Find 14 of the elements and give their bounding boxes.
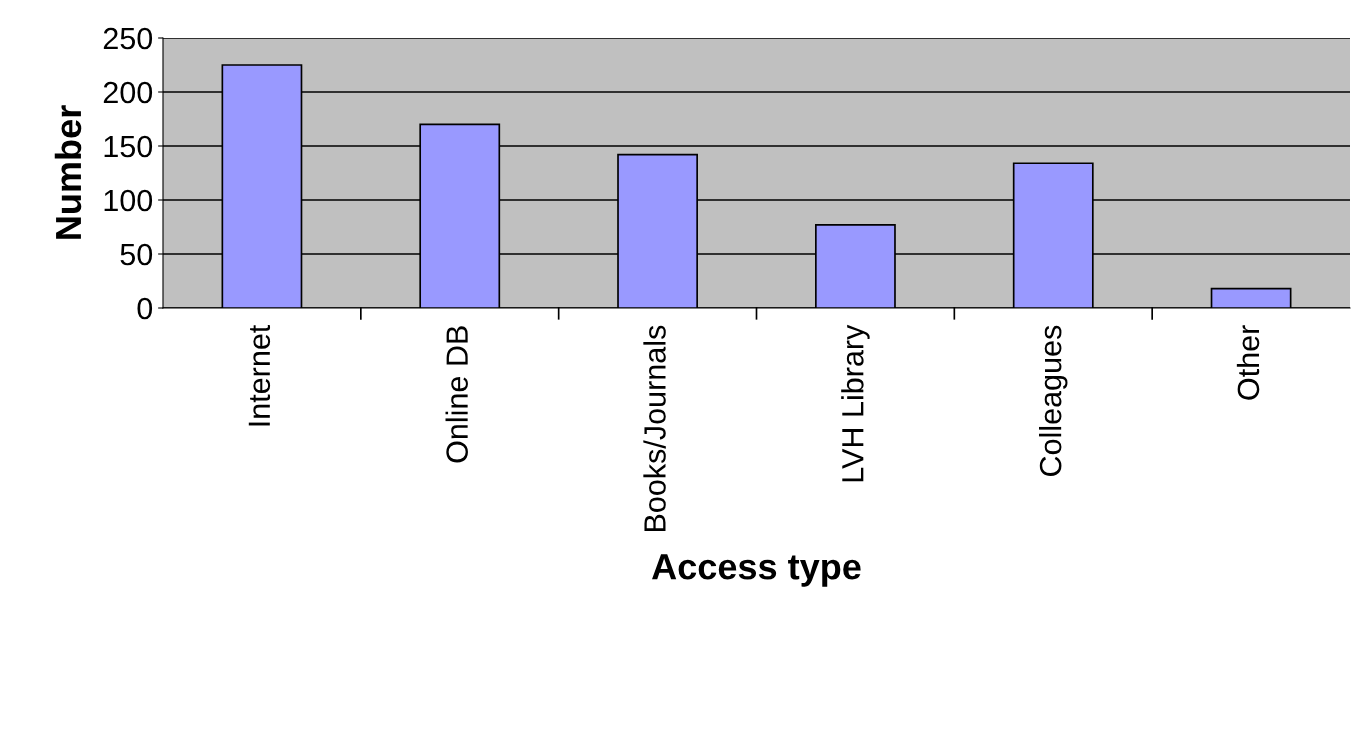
y-tick-label: 250: [103, 27, 153, 50]
y-tick-label: 100: [104, 189, 153, 212]
y-tick-label: 0: [137, 297, 153, 320]
x-axis-title: Access type: [652, 554, 861, 587]
x-tick-label: Colleagues: [1039, 325, 1068, 476]
x-tick-label: Internet: [248, 324, 271, 426]
x-tick-label: LVH Library: [841, 324, 870, 482]
y-axis-title: Number: [54, 105, 82, 239]
x-tick-label: Books/Journals: [643, 325, 666, 532]
y-tick-label: 150: [104, 135, 153, 158]
x-tick-label: Other: [1236, 325, 1260, 400]
y-tick-label: 50: [120, 243, 153, 266]
x-tick-label: Online DB: [445, 326, 468, 463]
y-tick-label: 200: [103, 81, 153, 104]
